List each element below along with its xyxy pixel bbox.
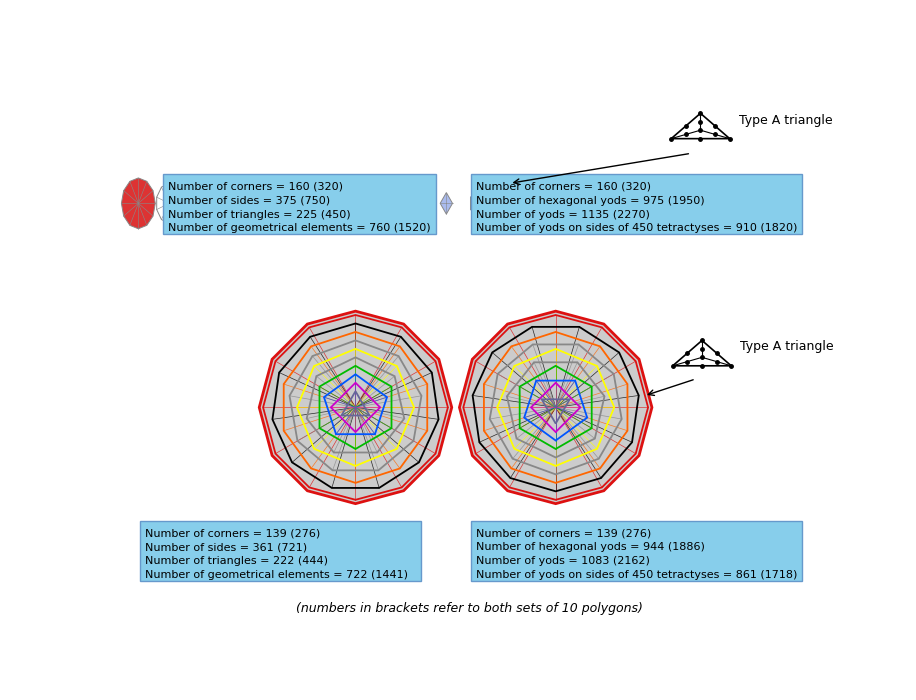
Polygon shape bbox=[413, 197, 420, 210]
Text: Number of sides = 375 (750): Number of sides = 375 (750) bbox=[168, 195, 330, 206]
Polygon shape bbox=[380, 197, 387, 210]
FancyBboxPatch shape bbox=[140, 521, 421, 581]
Polygon shape bbox=[441, 193, 453, 214]
Text: Number of sides = 361 (721): Number of sides = 361 (721) bbox=[145, 542, 307, 552]
Polygon shape bbox=[317, 191, 330, 216]
Polygon shape bbox=[252, 187, 271, 218]
Polygon shape bbox=[285, 190, 300, 217]
Polygon shape bbox=[259, 311, 452, 504]
FancyBboxPatch shape bbox=[471, 174, 802, 234]
Polygon shape bbox=[615, 178, 649, 229]
Text: Number of corners = 160 (320): Number of corners = 160 (320) bbox=[475, 182, 650, 192]
Text: Number of corners = 139 (276): Number of corners = 139 (276) bbox=[145, 528, 320, 538]
Text: Number of geometrical elements = 722 (1441): Number of geometrical elements = 722 (14… bbox=[145, 570, 408, 580]
Polygon shape bbox=[220, 186, 242, 221]
Polygon shape bbox=[188, 184, 213, 221]
Text: Number of yods on sides of 450 tetractyses = 861 (1718): Number of yods on sides of 450 tetractys… bbox=[475, 570, 797, 580]
Polygon shape bbox=[588, 183, 613, 223]
Polygon shape bbox=[157, 183, 181, 223]
Text: Number of corners = 139 (276): Number of corners = 139 (276) bbox=[475, 528, 651, 538]
Text: Number of yods on sides of 450 tetractyses = 910 (1820): Number of yods on sides of 450 tetractys… bbox=[475, 223, 797, 233]
Polygon shape bbox=[671, 113, 730, 139]
Polygon shape bbox=[558, 184, 582, 221]
FancyBboxPatch shape bbox=[471, 521, 802, 581]
Text: Number of hexagonal yods = 975 (1950): Number of hexagonal yods = 975 (1950) bbox=[475, 195, 704, 206]
Text: Number of triangles = 222 (444): Number of triangles = 222 (444) bbox=[145, 556, 328, 566]
Text: (numbers in brackets refer to both sets of 10 polygons): (numbers in brackets refer to both sets … bbox=[296, 602, 643, 615]
Text: Number of yods = 1135 (2270): Number of yods = 1135 (2270) bbox=[475, 209, 649, 220]
Polygon shape bbox=[528, 186, 550, 221]
Text: Number of triangles = 225 (450): Number of triangles = 225 (450) bbox=[168, 209, 350, 220]
Text: Number of yods = 1083 (2162): Number of yods = 1083 (2162) bbox=[475, 556, 649, 566]
Polygon shape bbox=[498, 187, 518, 218]
Text: Number of geometrical elements = 760 (1520): Number of geometrical elements = 760 (15… bbox=[168, 223, 431, 233]
Polygon shape bbox=[672, 340, 731, 366]
Polygon shape bbox=[471, 191, 484, 216]
Text: Number of hexagonal yods = 944 (1886): Number of hexagonal yods = 944 (1886) bbox=[475, 542, 704, 552]
Text: Type A triangle: Type A triangle bbox=[740, 340, 834, 353]
Polygon shape bbox=[122, 178, 156, 229]
Text: Type A triangle: Type A triangle bbox=[739, 115, 833, 127]
Polygon shape bbox=[348, 193, 360, 214]
FancyBboxPatch shape bbox=[163, 174, 436, 234]
Text: Number of corners = 160 (320): Number of corners = 160 (320) bbox=[168, 182, 343, 192]
Polygon shape bbox=[460, 311, 652, 504]
